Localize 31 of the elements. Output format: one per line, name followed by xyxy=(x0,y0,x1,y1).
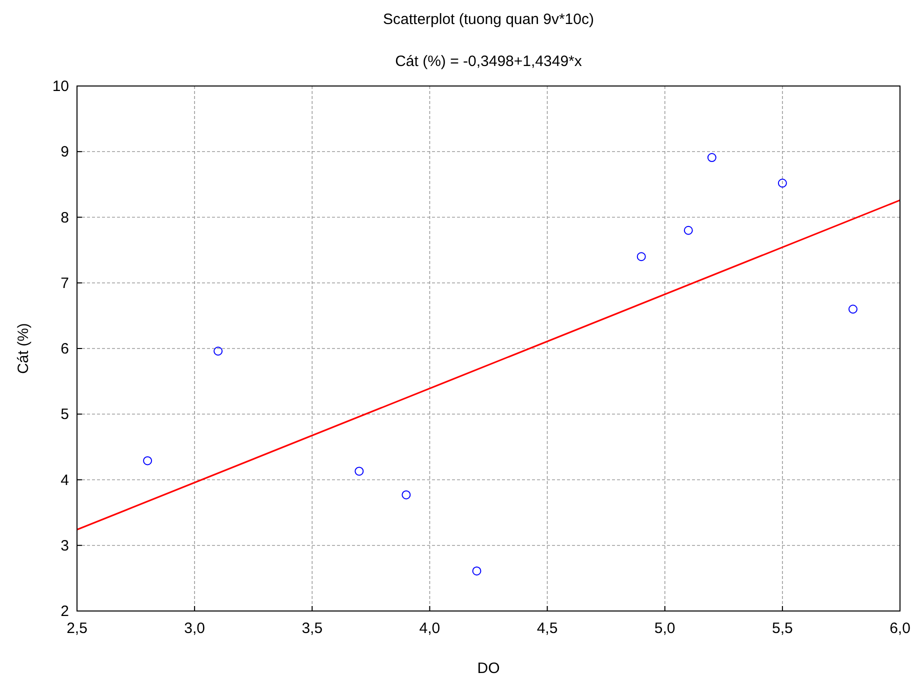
y-axis-title: Cát (%) xyxy=(15,323,32,374)
point xyxy=(707,153,716,162)
point xyxy=(778,178,787,188)
y-tick-label: 7 xyxy=(60,274,69,292)
x-tick-label: 4,0 xyxy=(419,620,440,637)
x-tick-label: 5,5 xyxy=(772,620,793,637)
y-tick-label: 8 xyxy=(60,209,69,226)
chart-title: Scatterplot (tuong quan 9v*10c) xyxy=(383,11,594,28)
y-tick-label: 6 xyxy=(60,340,69,358)
x-axis-title: DO xyxy=(477,660,500,677)
point xyxy=(636,252,646,262)
y-tick-label: 10 xyxy=(52,78,69,95)
point xyxy=(472,566,482,576)
y-tick-label: 9 xyxy=(60,144,69,161)
y-tick-label: 5 xyxy=(60,406,69,424)
point xyxy=(143,456,152,466)
y-tick-label: 3 xyxy=(60,537,69,554)
x-tick-label: 4,5 xyxy=(536,620,558,637)
x-tick-label: 2,5 xyxy=(66,620,88,637)
x-tick-label: 6,0 xyxy=(890,620,910,637)
point xyxy=(354,466,364,476)
x-tick-label: 3,5 xyxy=(302,620,323,637)
x-tick-label: 3,0 xyxy=(184,620,205,637)
chart-subtitle: Cát (%) = -0,3498+1,4349*x xyxy=(395,53,582,70)
point xyxy=(684,226,693,235)
point xyxy=(848,304,858,314)
y-tick-label: 2 xyxy=(60,603,69,620)
x-tick-label: 5,0 xyxy=(654,620,676,637)
point xyxy=(214,346,223,356)
point xyxy=(402,490,411,500)
y-tick-label: 4 xyxy=(60,472,69,489)
